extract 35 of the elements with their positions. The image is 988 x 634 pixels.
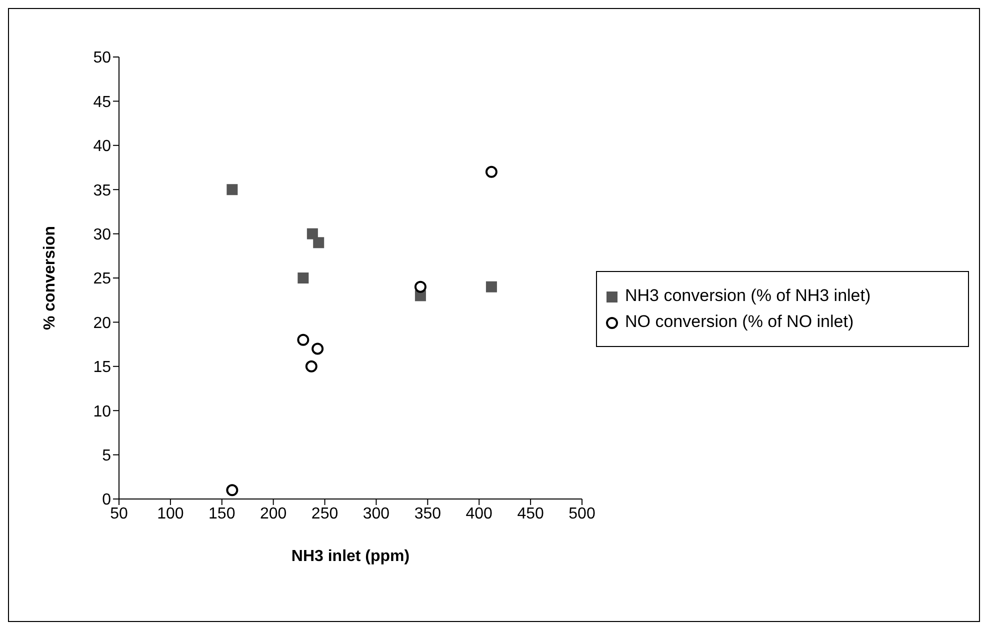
point [297,334,310,346]
x-tick-label: 250 [311,505,338,522]
legend-label: NH3 conversion (% of NH3 inlet) [625,286,871,306]
point [305,360,318,372]
y-tick-label: 40 [93,138,112,156]
y-tick-label: 30 [93,226,112,244]
y-tick-label: 35 [93,182,112,200]
y-tick-label: 10 [93,403,112,420]
x-tick-label: 400 [466,505,493,522]
y-tick-label: 20 [93,314,112,332]
point [306,228,318,240]
y-tick-label: 50 [93,50,112,67]
x-axis-title: NH3 inlet (ppm) [291,548,410,565]
point [298,272,309,284]
point [485,166,498,178]
point [486,281,497,292]
x-tick-label: 100 [157,505,184,522]
point [313,237,324,248]
point [312,342,324,355]
point [226,484,238,496]
y-tick-label: 45 [93,94,112,111]
y-tick-label: 0 [102,492,112,509]
y-tick-label: 15 [93,359,112,376]
y-tick-label: 25 [93,270,112,288]
point [226,184,238,196]
point [414,280,426,293]
x-tick-label: 200 [260,505,287,522]
x-tick-label: 450 [517,505,544,522]
y-tick-label: 5 [102,447,112,464]
legend-label: NO conversion (% of NO inlet) [625,312,854,332]
x-tick-label: 500 [568,505,596,522]
y-axis-title: % conversion [42,226,59,330]
x-tick-label: 150 [208,505,236,522]
x-tick-label: 350 [414,505,442,522]
x-tick-label: 300 [362,505,390,522]
